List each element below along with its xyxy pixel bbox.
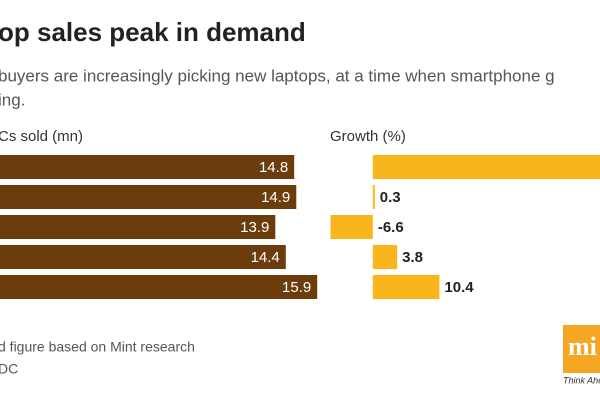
bar <box>330 215 373 239</box>
chart-title: op sales peak in demand <box>0 17 306 47</box>
data-label: 10.4 <box>444 279 474 296</box>
data-label: 0.3 <box>380 189 401 206</box>
data-label: 14.4 <box>251 249 280 266</box>
axis-label: Growth (%) <box>330 128 406 145</box>
bar <box>0 155 295 179</box>
bar <box>0 215 276 239</box>
axis-label: Cs sold (mn) <box>0 128 83 145</box>
bar <box>0 185 297 209</box>
data-label: 15.9 <box>282 279 311 296</box>
bar <box>0 275 318 299</box>
logo-tagline: Think Ahe <box>563 375 600 385</box>
bar <box>372 275 440 299</box>
data-label: 14.9 <box>261 189 290 206</box>
data-label: 13.9 <box>240 219 269 236</box>
bar <box>372 155 600 179</box>
bar <box>372 245 398 269</box>
logo-box <box>563 325 600 373</box>
data-label: 3.8 <box>402 249 423 266</box>
note: d figure based on Mint research <box>0 339 195 355</box>
source: DC <box>0 361 18 377</box>
subtitle: buyers are increasingly picking new lapt… <box>0 66 555 85</box>
bar <box>0 245 286 269</box>
subtitle: ing. <box>0 90 25 109</box>
data-label: 14.8 <box>259 159 288 176</box>
bar <box>372 185 375 209</box>
data-label: -6.6 <box>378 219 404 236</box>
logo-text: mi <box>568 332 597 361</box>
